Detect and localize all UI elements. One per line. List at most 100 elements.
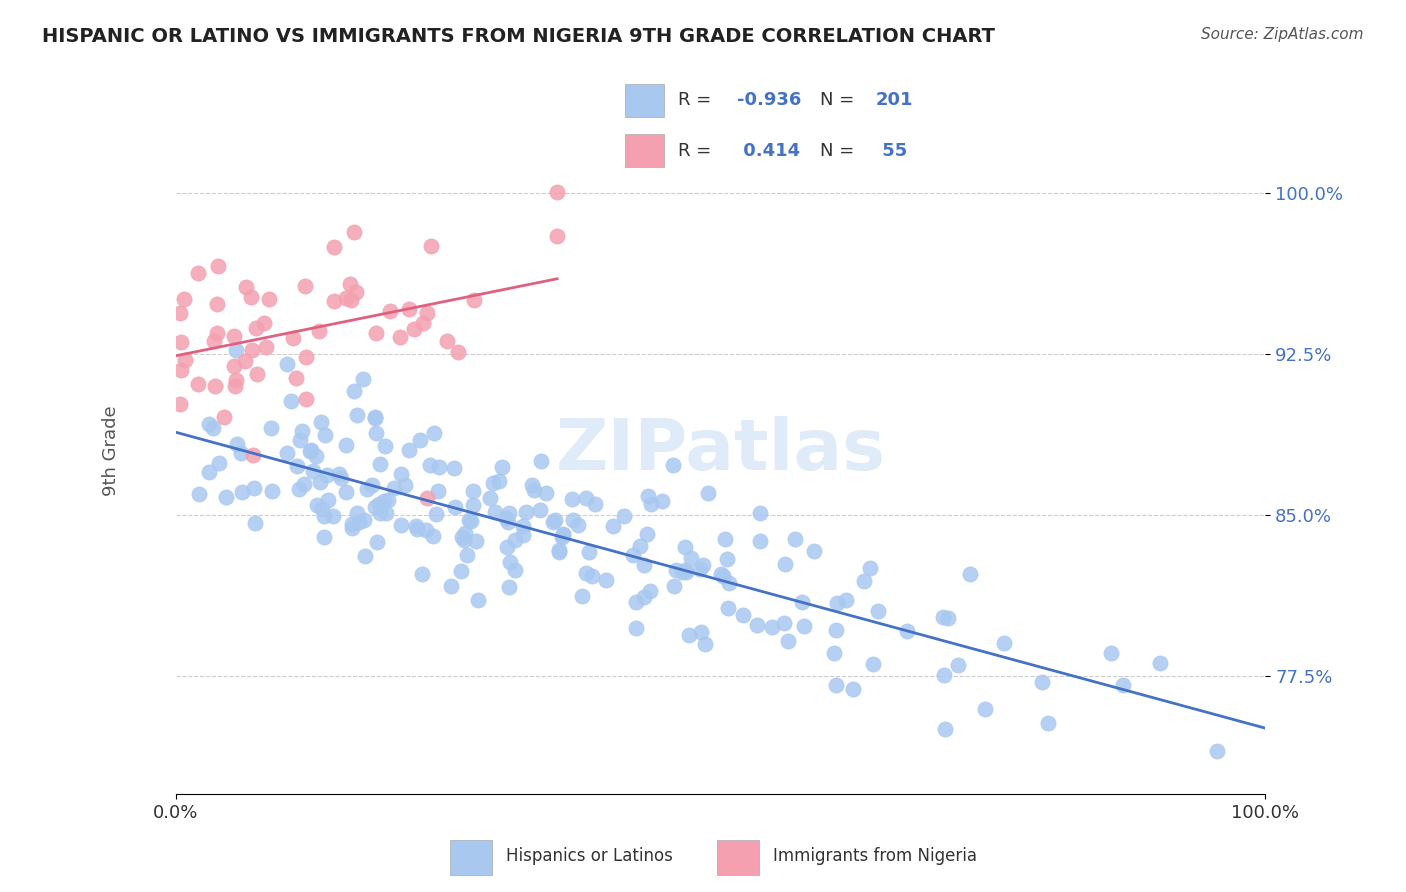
Point bbox=[377, 492, 399, 507]
Point bbox=[290, 434, 312, 448]
Point bbox=[803, 544, 825, 558]
Point bbox=[427, 460, 450, 475]
Point bbox=[245, 367, 267, 381]
Point bbox=[571, 589, 593, 603]
Point bbox=[460, 515, 482, 529]
Point bbox=[1099, 646, 1122, 660]
Point bbox=[633, 591, 655, 605]
Point bbox=[866, 604, 889, 618]
Point bbox=[450, 565, 472, 579]
Point bbox=[302, 464, 325, 478]
Point bbox=[260, 484, 283, 499]
Point bbox=[595, 574, 617, 588]
Point bbox=[398, 442, 420, 457]
Point bbox=[344, 285, 367, 299]
Point bbox=[673, 540, 696, 554]
Point bbox=[638, 584, 661, 599]
Point bbox=[280, 393, 302, 408]
Point bbox=[169, 397, 191, 411]
Point bbox=[205, 296, 228, 310]
Point bbox=[932, 667, 955, 681]
Point bbox=[1149, 656, 1171, 670]
Point bbox=[409, 433, 432, 447]
Text: Source: ZipAtlas.com: Source: ZipAtlas.com bbox=[1201, 27, 1364, 42]
Point bbox=[222, 329, 245, 343]
Point bbox=[204, 379, 226, 393]
Point bbox=[425, 507, 447, 521]
Point bbox=[665, 563, 688, 577]
Point bbox=[463, 498, 485, 512]
Point bbox=[245, 320, 267, 334]
Point bbox=[314, 508, 336, 523]
Point bbox=[575, 491, 598, 505]
Point bbox=[240, 343, 263, 358]
Point bbox=[862, 657, 884, 671]
Point bbox=[188, 486, 211, 500]
Point bbox=[602, 519, 624, 533]
Point bbox=[458, 513, 481, 527]
Point bbox=[785, 532, 807, 546]
Point bbox=[222, 359, 245, 373]
Point bbox=[254, 340, 277, 354]
Point bbox=[551, 528, 574, 542]
Point bbox=[187, 377, 209, 392]
Point bbox=[353, 512, 375, 526]
Point bbox=[529, 503, 551, 517]
Point bbox=[484, 505, 506, 519]
Point bbox=[1031, 674, 1053, 689]
Point bbox=[426, 483, 449, 498]
Point bbox=[173, 293, 195, 307]
Bar bbox=[624, 134, 665, 168]
Point bbox=[793, 619, 815, 633]
Point bbox=[478, 491, 501, 505]
Point bbox=[198, 465, 221, 479]
Point bbox=[515, 505, 537, 519]
Point bbox=[673, 563, 696, 577]
Point bbox=[824, 678, 846, 692]
Point bbox=[233, 354, 256, 368]
Point bbox=[456, 548, 478, 562]
Point bbox=[718, 576, 741, 591]
Point bbox=[285, 458, 308, 473]
Point bbox=[253, 317, 276, 331]
Point bbox=[335, 438, 357, 452]
Point bbox=[530, 454, 553, 468]
Point bbox=[761, 620, 783, 634]
Point bbox=[294, 279, 316, 293]
Text: Hispanics or Latinos: Hispanics or Latinos bbox=[506, 847, 673, 865]
Point bbox=[463, 293, 485, 307]
Point bbox=[825, 596, 848, 610]
Point bbox=[823, 646, 845, 660]
Point bbox=[543, 515, 565, 529]
Point bbox=[346, 408, 368, 422]
Point bbox=[305, 449, 328, 463]
Point bbox=[281, 331, 304, 345]
Point bbox=[187, 266, 209, 280]
Point bbox=[825, 624, 848, 638]
Point bbox=[389, 518, 412, 533]
Point bbox=[343, 384, 366, 398]
Point bbox=[225, 436, 247, 450]
Point bbox=[624, 595, 647, 609]
Point bbox=[224, 379, 246, 393]
Point bbox=[959, 567, 981, 582]
Point bbox=[340, 293, 363, 307]
Point bbox=[503, 563, 526, 577]
Point bbox=[202, 334, 225, 349]
Point bbox=[342, 225, 364, 239]
Point bbox=[520, 478, 543, 492]
Point bbox=[364, 500, 387, 514]
Point bbox=[422, 529, 444, 543]
Point bbox=[974, 701, 997, 715]
Point bbox=[711, 568, 734, 582]
Text: HISPANIC OR LATINO VS IMMIGRANTS FROM NIGERIA 9TH GRADE CORRELATION CHART: HISPANIC OR LATINO VS IMMIGRANTS FROM NI… bbox=[42, 27, 995, 45]
Point bbox=[710, 566, 733, 581]
Point bbox=[679, 550, 702, 565]
Point bbox=[373, 494, 395, 508]
Point bbox=[934, 722, 956, 736]
Point bbox=[347, 515, 370, 529]
Point bbox=[482, 475, 505, 490]
Point bbox=[697, 486, 720, 500]
Point bbox=[323, 240, 346, 254]
Text: -0.936: -0.936 bbox=[737, 91, 801, 110]
